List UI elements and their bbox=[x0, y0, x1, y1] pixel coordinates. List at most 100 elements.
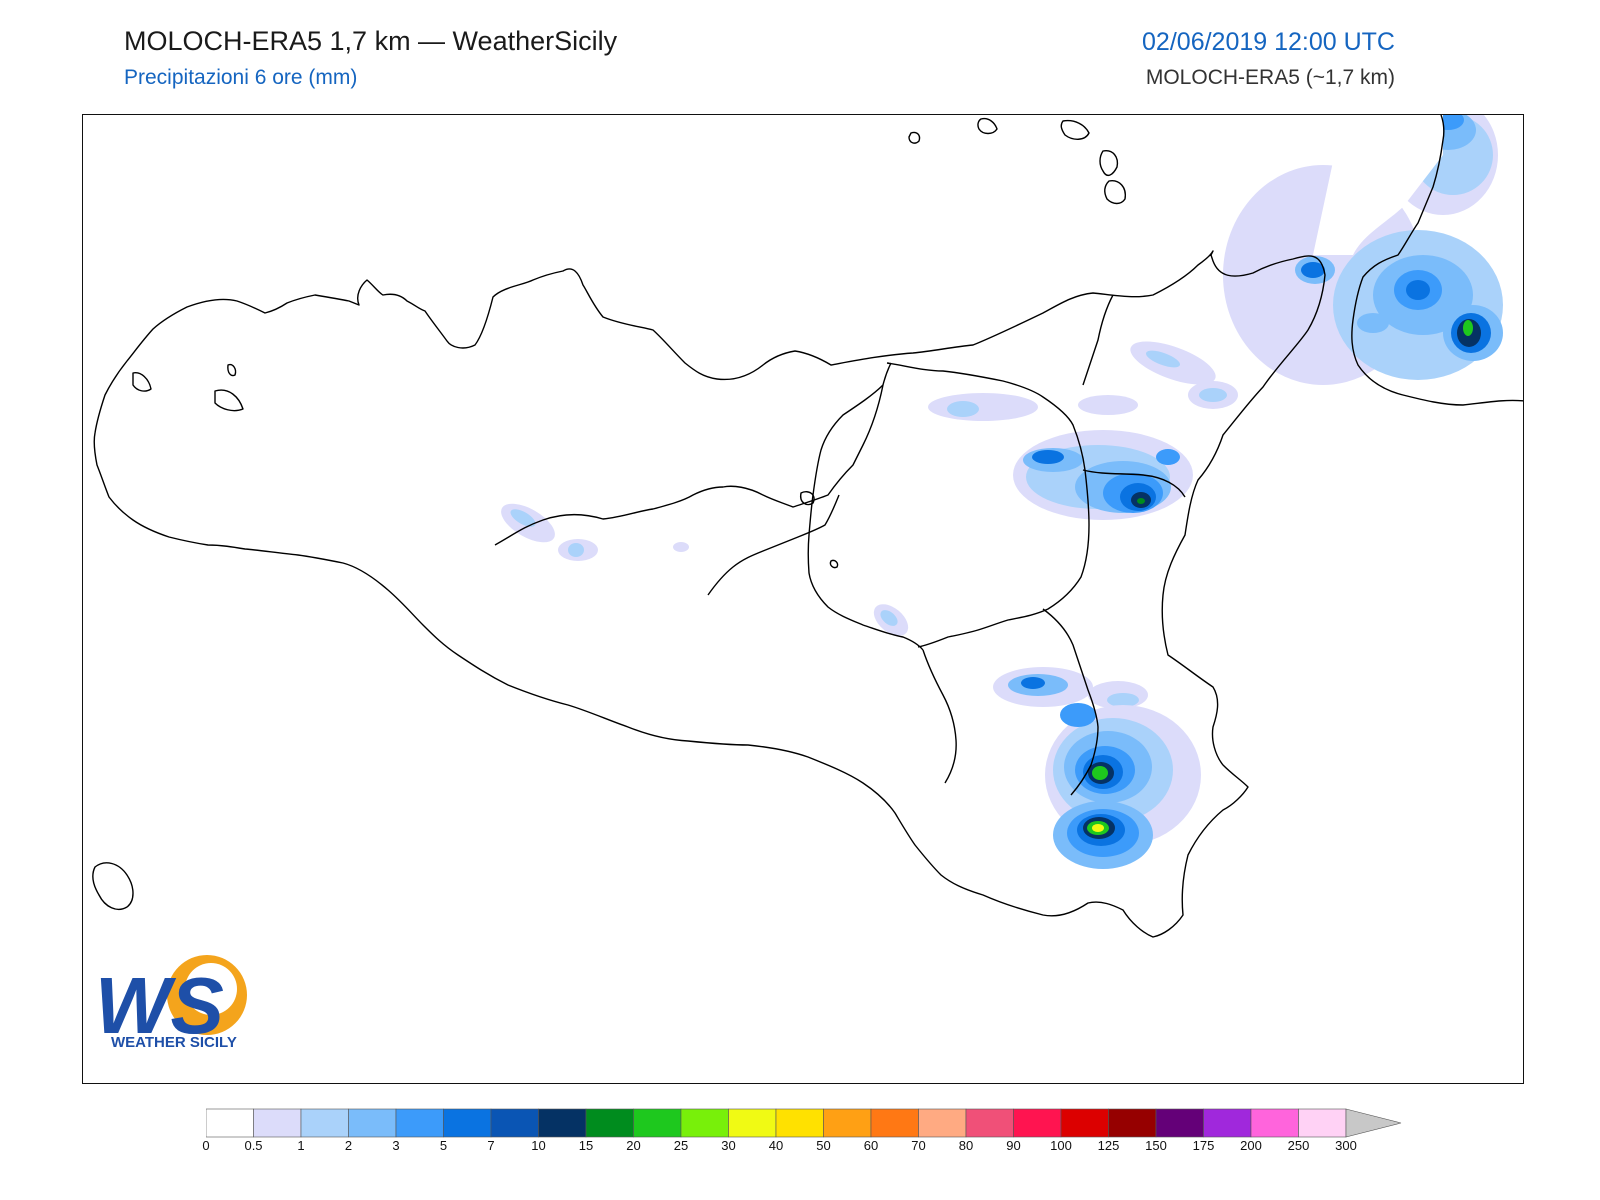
valid-datetime: 02/06/2019 12:00 UTC bbox=[1142, 28, 1395, 56]
colorbar-bin bbox=[490, 1108, 539, 1138]
lake bbox=[829, 559, 839, 569]
precip-blob bbox=[1107, 693, 1139, 707]
precip-blob bbox=[1092, 824, 1104, 832]
colorbar-bin bbox=[728, 1108, 777, 1138]
colorbar-tick-label: 15 bbox=[578, 1138, 594, 1153]
precip-blob bbox=[1137, 498, 1145, 504]
colorbar-bin bbox=[1155, 1108, 1204, 1138]
map-canvas: WS WEATHER SICILY bbox=[92, 115, 1523, 1083]
colorbar-bin bbox=[965, 1108, 1014, 1138]
colorbar-tick-label: 0 bbox=[202, 1138, 210, 1153]
colorbar-tick-label: 150 bbox=[1145, 1138, 1167, 1153]
colorbar-tick-label: 0.5 bbox=[244, 1138, 263, 1153]
egadi-island bbox=[227, 363, 237, 377]
precip-blob bbox=[1032, 450, 1064, 464]
egadi-island bbox=[132, 372, 152, 392]
colorbar-bin bbox=[206, 1108, 254, 1138]
regional-border bbox=[494, 362, 892, 546]
coastlines bbox=[92, 115, 1523, 938]
colorbar-tick-label: 1 bbox=[297, 1138, 305, 1153]
colorbar-tick-label: 70 bbox=[911, 1138, 926, 1153]
regional-border bbox=[886, 362, 1090, 648]
colorbar-tick-label: 5 bbox=[439, 1138, 448, 1153]
precip-blob bbox=[568, 543, 584, 557]
logo-ws: WS bbox=[95, 961, 224, 1050]
precip-blob bbox=[1092, 766, 1108, 780]
pantelleria-island bbox=[92, 862, 134, 911]
precip-blob bbox=[1156, 449, 1180, 465]
precip-blob bbox=[510, 509, 536, 527]
aeolian-island bbox=[908, 131, 921, 144]
colorbar-bin bbox=[1060, 1108, 1109, 1138]
map-subtitle: Precipitazioni 6 ore (mm) bbox=[124, 66, 358, 89]
precip-blob bbox=[673, 542, 689, 552]
aeolian-island bbox=[977, 117, 998, 135]
colorbar-overflow-arrow bbox=[1345, 1108, 1402, 1138]
precip-blob bbox=[1357, 313, 1389, 333]
precip-blob bbox=[928, 393, 1038, 421]
regional-border bbox=[1082, 294, 1114, 386]
colorbar-bin bbox=[775, 1108, 824, 1138]
sea-mask bbox=[1233, 115, 1523, 1083]
colorbar-bin bbox=[1013, 1108, 1062, 1138]
precipitation-colorbar bbox=[206, 1108, 1402, 1138]
colorbar-bin bbox=[918, 1108, 967, 1138]
colorbar-bin bbox=[823, 1108, 872, 1138]
precip-blob bbox=[880, 610, 898, 626]
precip-blob bbox=[1060, 703, 1096, 727]
colorbar-tick-label: 125 bbox=[1097, 1138, 1120, 1153]
colorbar-tick-label: 20 bbox=[626, 1138, 641, 1153]
colorbar-bin bbox=[1298, 1108, 1347, 1138]
precip-blob bbox=[1078, 395, 1138, 415]
lake bbox=[799, 491, 815, 506]
colorbar-tick-label: 90 bbox=[1006, 1138, 1021, 1153]
colorbar-bin bbox=[443, 1108, 492, 1138]
colorbar-tick-label: 200 bbox=[1240, 1138, 1262, 1153]
aeolian-island bbox=[1060, 119, 1090, 140]
precip-blob bbox=[1145, 350, 1181, 368]
regional-border bbox=[1082, 469, 1186, 498]
colorbar-bin bbox=[585, 1108, 634, 1138]
colorbar-bin bbox=[395, 1108, 444, 1138]
colorbar-bin bbox=[1108, 1108, 1157, 1138]
colorbar-bin bbox=[348, 1108, 397, 1138]
colorbar-bin bbox=[870, 1108, 919, 1138]
precip-blob bbox=[1021, 677, 1045, 689]
colorbar-tick-label: 50 bbox=[816, 1138, 831, 1153]
precip-blob bbox=[1406, 280, 1430, 300]
colorbar-tick-label: 30 bbox=[721, 1138, 736, 1153]
colorbar-tick-label: 7 bbox=[487, 1138, 495, 1153]
colorbar-bin bbox=[633, 1108, 682, 1138]
colorbar-bin bbox=[300, 1108, 349, 1138]
egadi-island bbox=[214, 389, 244, 412]
colorbar-bin bbox=[253, 1108, 302, 1138]
colorbar-tick-label: 300 bbox=[1335, 1138, 1357, 1153]
colorbar-tick-label: 250 bbox=[1287, 1138, 1310, 1153]
sicily-coastline bbox=[93, 250, 1326, 938]
map-title: MOLOCH-ERA5 1,7 km — WeatherSicily bbox=[124, 26, 618, 56]
colorbar-tick-label: 25 bbox=[673, 1138, 689, 1153]
precip-blob bbox=[1463, 320, 1473, 336]
colorbar-tick-label: 60 bbox=[863, 1138, 879, 1153]
logo-caption: WEATHER SICILY bbox=[111, 1034, 237, 1051]
aeolian-island bbox=[1099, 150, 1119, 177]
regional-border bbox=[807, 384, 924, 651]
colorbar-bin bbox=[538, 1108, 587, 1138]
colorbar-tick-label: 3 bbox=[392, 1138, 400, 1153]
colorbar-tick-label: 2 bbox=[344, 1138, 353, 1153]
regional-border bbox=[1042, 608, 1099, 796]
colorbar-tick-label: 10 bbox=[531, 1138, 546, 1153]
precip-blob bbox=[1199, 388, 1227, 402]
precip-blob bbox=[1301, 262, 1325, 278]
aeolian-island bbox=[1104, 180, 1126, 205]
precipitation-map: WS WEATHER SICILY bbox=[82, 114, 1524, 1084]
colorbar-bin bbox=[1203, 1108, 1252, 1138]
regional-border bbox=[707, 494, 840, 596]
calabria-coastline bbox=[1351, 115, 1523, 406]
model-label: MOLOCH-ERA5 (~1,7 km) bbox=[1145, 66, 1395, 89]
colorbar-bin bbox=[1250, 1108, 1299, 1138]
colorbar-tick-label: 80 bbox=[958, 1138, 974, 1153]
colorbar-tick-label: 40 bbox=[768, 1138, 784, 1153]
precip-blob bbox=[947, 401, 979, 417]
weathersicily-logo: WS WEATHER SICILY bbox=[95, 955, 247, 1051]
